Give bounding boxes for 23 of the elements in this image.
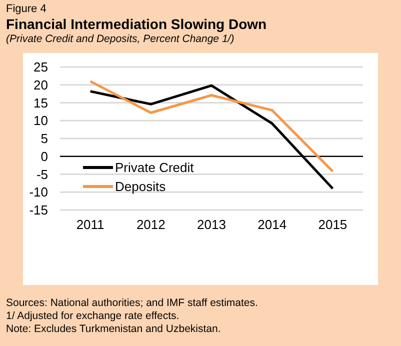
- chart-subtitle: (Private Credit and Deposits, Percent Change 1/): [6, 33, 234, 45]
- x-tick-label: 2013: [197, 217, 226, 232]
- legend-label: Private Credit: [115, 160, 194, 175]
- text: Note: Excludes Turkmenistan and Uzbekistan.: [6, 323, 222, 336]
- y-tick-label: 15: [34, 95, 48, 110]
- x-tick-label: 2014: [258, 217, 287, 232]
- source-note: Sources: National authorities; and IMF staff estimates.: [6, 297, 258, 310]
- x-tick-label: 2012: [136, 217, 166, 232]
- caption: Figure 4: [6, 3, 46, 15]
- text: 1/ Adjusted for exchange rate effects.: [6, 310, 180, 323]
- line-series: [89, 80, 334, 173]
- y-tick-label: 10: [34, 113, 48, 128]
- y-tick-label: -15: [29, 202, 48, 218]
- y-tick-label: -5: [36, 166, 48, 182]
- y-tick-label: 25: [34, 60, 48, 75]
- chart-title: Financial Intermediation Slowing Down: [6, 16, 267, 32]
- y-tick-label: 5: [40, 131, 48, 146]
- legend-label: Deposits: [115, 179, 166, 194]
- y-tick-label: -10: [29, 184, 48, 200]
- x-tick-label: 2011: [76, 217, 104, 232]
- x-tick-label: 2015: [318, 217, 348, 232]
- y-tick-label: 20: [34, 77, 48, 92]
- y-tick-label: 0: [40, 148, 48, 164]
